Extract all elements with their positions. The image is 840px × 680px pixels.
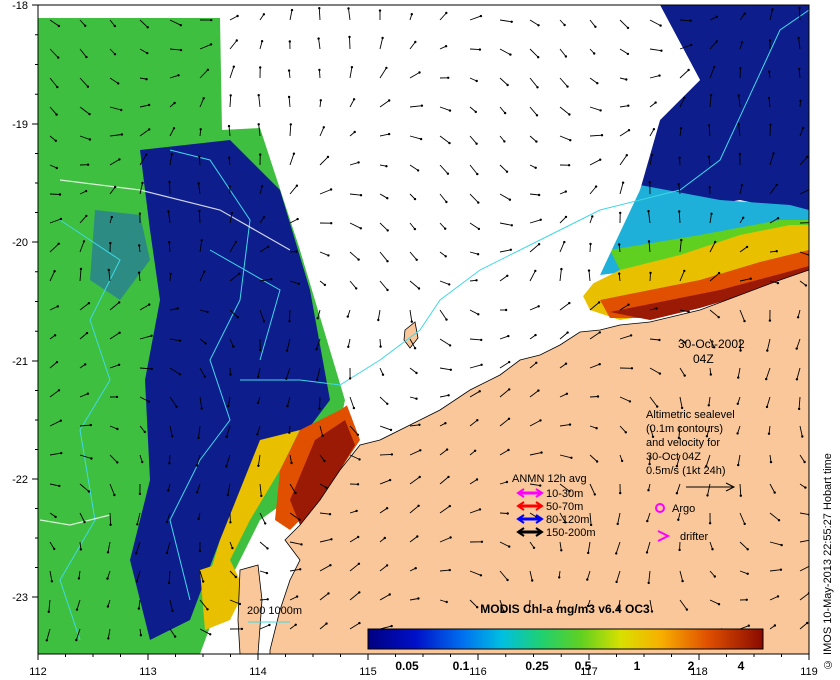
- x-tick-label: 112: [29, 666, 47, 678]
- velocity-arrows: [45, 6, 809, 642]
- svg-text:ANMN 12h avg: ANMN 12h avg: [512, 473, 587, 485]
- depth-legend: 200 1000m: [247, 605, 302, 623]
- colorbar-tick-label: 0.5: [575, 659, 592, 673]
- drifter-marker: [657, 530, 671, 542]
- colorbar-tick-label: 4: [738, 659, 745, 673]
- argo-legend: Argo: [655, 503, 695, 515]
- colorbar-title: MODIS Chl-a mg/m3 v6.4 OC3: [480, 602, 650, 616]
- colorbar-tick-label: 2: [688, 659, 695, 673]
- time-label: 04Z: [693, 352, 714, 366]
- colorbar-gradient: [367, 628, 764, 650]
- colorbar-tick-label: 0.05: [395, 659, 419, 673]
- svg-text:0.5m/s (1kt 24h): 0.5m/s (1kt 24h): [646, 465, 725, 477]
- chlorophyll-low-region: [130, 140, 330, 640]
- x-tick-label: 118: [690, 666, 708, 678]
- svg-text:Argo: Argo: [672, 503, 695, 515]
- argo-marker: [655, 503, 665, 513]
- x-tick-label: 117: [580, 666, 598, 678]
- y-axis: -18 -19 -20 -21 -22 -23: [12, 0, 38, 604]
- svg-text:and velocity for: and velocity for: [646, 437, 720, 449]
- island: [403, 321, 419, 349]
- x-axis: 112 113 114 115 116 117 118 119: [29, 654, 818, 678]
- y-tick-label: -21: [12, 356, 28, 368]
- colorbar-tick-label: 0.25: [525, 659, 549, 673]
- y-tick-label: -20: [12, 237, 28, 249]
- chlorophyll-northeast-region: [640, 5, 809, 215]
- date-label: 30-Oct-2002: [678, 337, 745, 351]
- x-tick-label: 116: [469, 666, 487, 678]
- colorbar-tick-label: 1: [634, 659, 641, 673]
- svg-text:50-70m: 50-70m: [546, 501, 583, 513]
- anmn-legend-item: 50-70m: [516, 501, 583, 513]
- altimetry-contours: [39, 179, 291, 526]
- bathymetry-contours: [59, 9, 809, 641]
- anmn-legend-item: 150-200m: [516, 527, 596, 539]
- y-tick-label: -19: [12, 119, 28, 131]
- svg-text:200 1000m: 200 1000m: [247, 605, 302, 617]
- y-tick-label: -23: [12, 592, 28, 604]
- x-tick-label: 115: [359, 666, 377, 678]
- svg-text:10-30m: 10-30m: [546, 488, 583, 500]
- colorbar: MODIS Chl-a mg/m3 v6.4 OC3 0.05 0.1 0.25 0.…: [367, 602, 764, 673]
- svg-text:80-120m: 80-120m: [546, 514, 589, 526]
- x-tick-label: 113: [139, 666, 157, 678]
- cloud-swath: [260, 5, 700, 440]
- drifter-legend: drifter: [657, 530, 708, 543]
- svg-text:150-200m: 150-200m: [546, 527, 596, 539]
- svg-text:drifter: drifter: [680, 531, 708, 543]
- y-tick-label: -22: [12, 474, 28, 486]
- credit-text: © IMOS 10-May-2013 22:55:27 Hobart time: [822, 453, 834, 670]
- x-tick-label: 114: [249, 666, 267, 678]
- altimetry-note: Altimetric sealevel (0.1m contours) and …: [646, 409, 736, 492]
- x-tick-label: 119: [800, 666, 818, 678]
- map-plot-area: [38, 5, 809, 654]
- anmn-legend-item: 10-30m: [516, 488, 583, 500]
- svg-text:(0.1m contours): (0.1m contours): [646, 423, 723, 435]
- colorbar-tick-label: 0.1: [453, 659, 470, 673]
- land-mass: [269, 269, 809, 654]
- svg-text:30-Oct 04Z: 30-Oct 04Z: [646, 451, 701, 463]
- anmn-legend-item: 80-120m: [516, 514, 589, 526]
- y-tick-label: -18: [12, 0, 28, 12]
- svg-text:Altimetric sealevel: Altimetric sealevel: [646, 409, 735, 421]
